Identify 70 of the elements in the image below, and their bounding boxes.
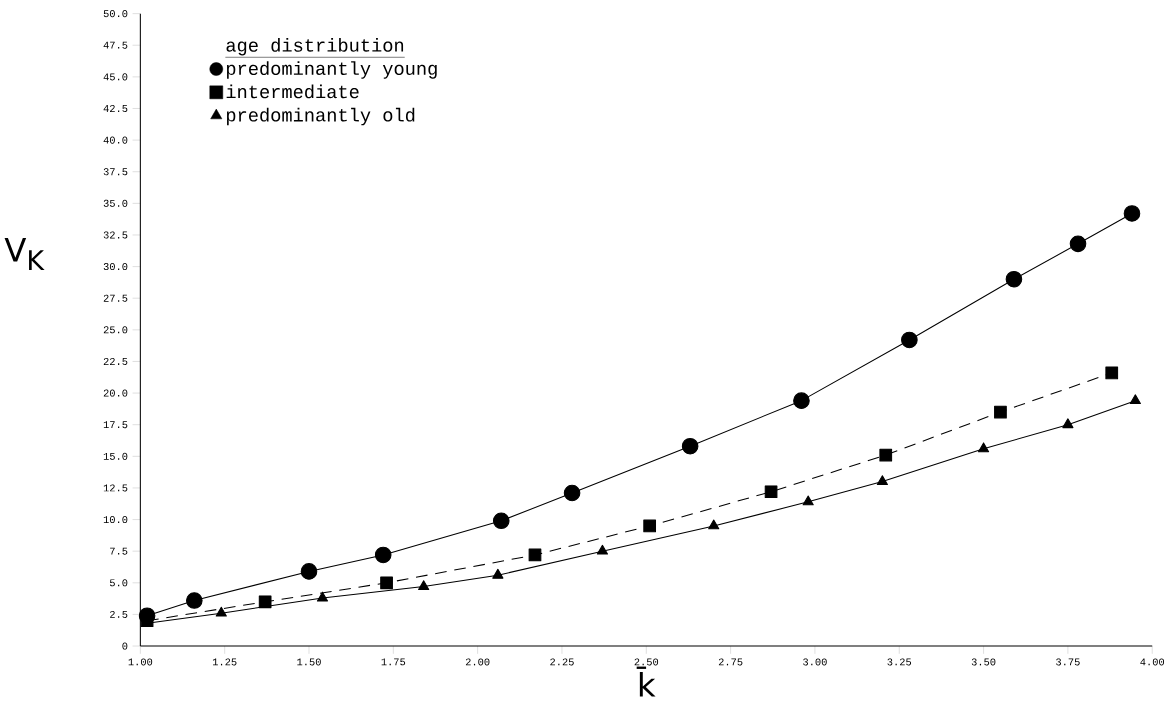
x-tick-label: 3.75 [1056, 658, 1080, 666]
x-tick-label: 2.25 [550, 658, 574, 666]
point [1129, 394, 1141, 405]
point [316, 591, 329, 602]
point [901, 331, 918, 349]
point [528, 548, 542, 562]
point [876, 475, 888, 486]
point [1062, 418, 1074, 429]
point [764, 485, 778, 499]
x-tick-label: 3.25 [887, 658, 912, 666]
y-tick-label: 27.5 [103, 294, 128, 302]
point [258, 595, 272, 609]
point [1123, 205, 1141, 222]
x-tick-label: 2.75 [718, 658, 743, 666]
x-tick-label: 3.50 [971, 658, 996, 666]
point [374, 546, 392, 564]
point [793, 392, 810, 410]
x-tick-label: 2.00 [465, 658, 490, 666]
y-tick-label: 37.5 [103, 168, 128, 176]
legend-label: predominantly old [226, 107, 415, 126]
x-tick-label: 2.50 [634, 658, 659, 666]
y-tick-label: 12.5 [103, 484, 128, 492]
x-tick-label: 4.00 [1140, 658, 1165, 666]
x-tick-label: 3.00 [803, 658, 827, 666]
point [643, 519, 657, 533]
y-tick-label: 2.5 [110, 610, 128, 618]
y-axis-title: V$_{K}$ [4, 238, 45, 271]
legend-title: age distribution [226, 38, 404, 56]
point [300, 563, 318, 580]
point [1105, 366, 1119, 380]
x-axis-title: k̄ [636, 666, 656, 697]
point [492, 512, 510, 530]
y-tick-label: 32.5 [103, 231, 128, 239]
y-tick-label: 0 [122, 642, 128, 650]
y-tick-label: 5.0 [109, 579, 128, 587]
point [418, 580, 430, 591]
y-tick-label: 10.0 [103, 516, 128, 524]
point [708, 519, 720, 530]
y-tick-label: 15.0 [103, 452, 128, 460]
point [380, 576, 393, 590]
x-tick-label: 1.25 [212, 658, 237, 666]
x-tick-label: 1.50 [297, 658, 321, 666]
x-tick-label: 1.00 [128, 658, 153, 666]
y-tick-label: 40.0 [103, 136, 128, 144]
y-tick-label: 25.0 [103, 326, 128, 334]
point [1069, 235, 1087, 253]
point [802, 495, 814, 506]
legend-label: predominantly young [226, 61, 437, 79]
point [186, 592, 203, 609]
point [492, 568, 504, 579]
y-tick-label: 45.0 [103, 73, 128, 81]
y-tick-label: 17.5 [103, 421, 128, 429]
y-tick-label: 47.5 [103, 41, 128, 49]
y-tick-label: 42.5 [103, 105, 128, 113]
point [215, 606, 227, 617]
y-tick-label: 50.0 [103, 10, 128, 18]
point [596, 544, 609, 555]
point [563, 484, 581, 502]
y-tick-label: 20.0 [103, 389, 128, 397]
y-tick-label: 35.0 [103, 199, 128, 207]
y-tick-label: 7.5 [110, 547, 128, 555]
point [978, 442, 990, 453]
legend-label: intermediate [226, 84, 359, 99]
point [994, 405, 1007, 419]
point [1005, 271, 1023, 288]
point [879, 448, 893, 462]
y-tick-label: 30.0 [103, 263, 128, 271]
y-tick-label: 22.5 [103, 358, 128, 366]
x-tick-label: 1.75 [381, 658, 406, 666]
point [681, 437, 699, 455]
